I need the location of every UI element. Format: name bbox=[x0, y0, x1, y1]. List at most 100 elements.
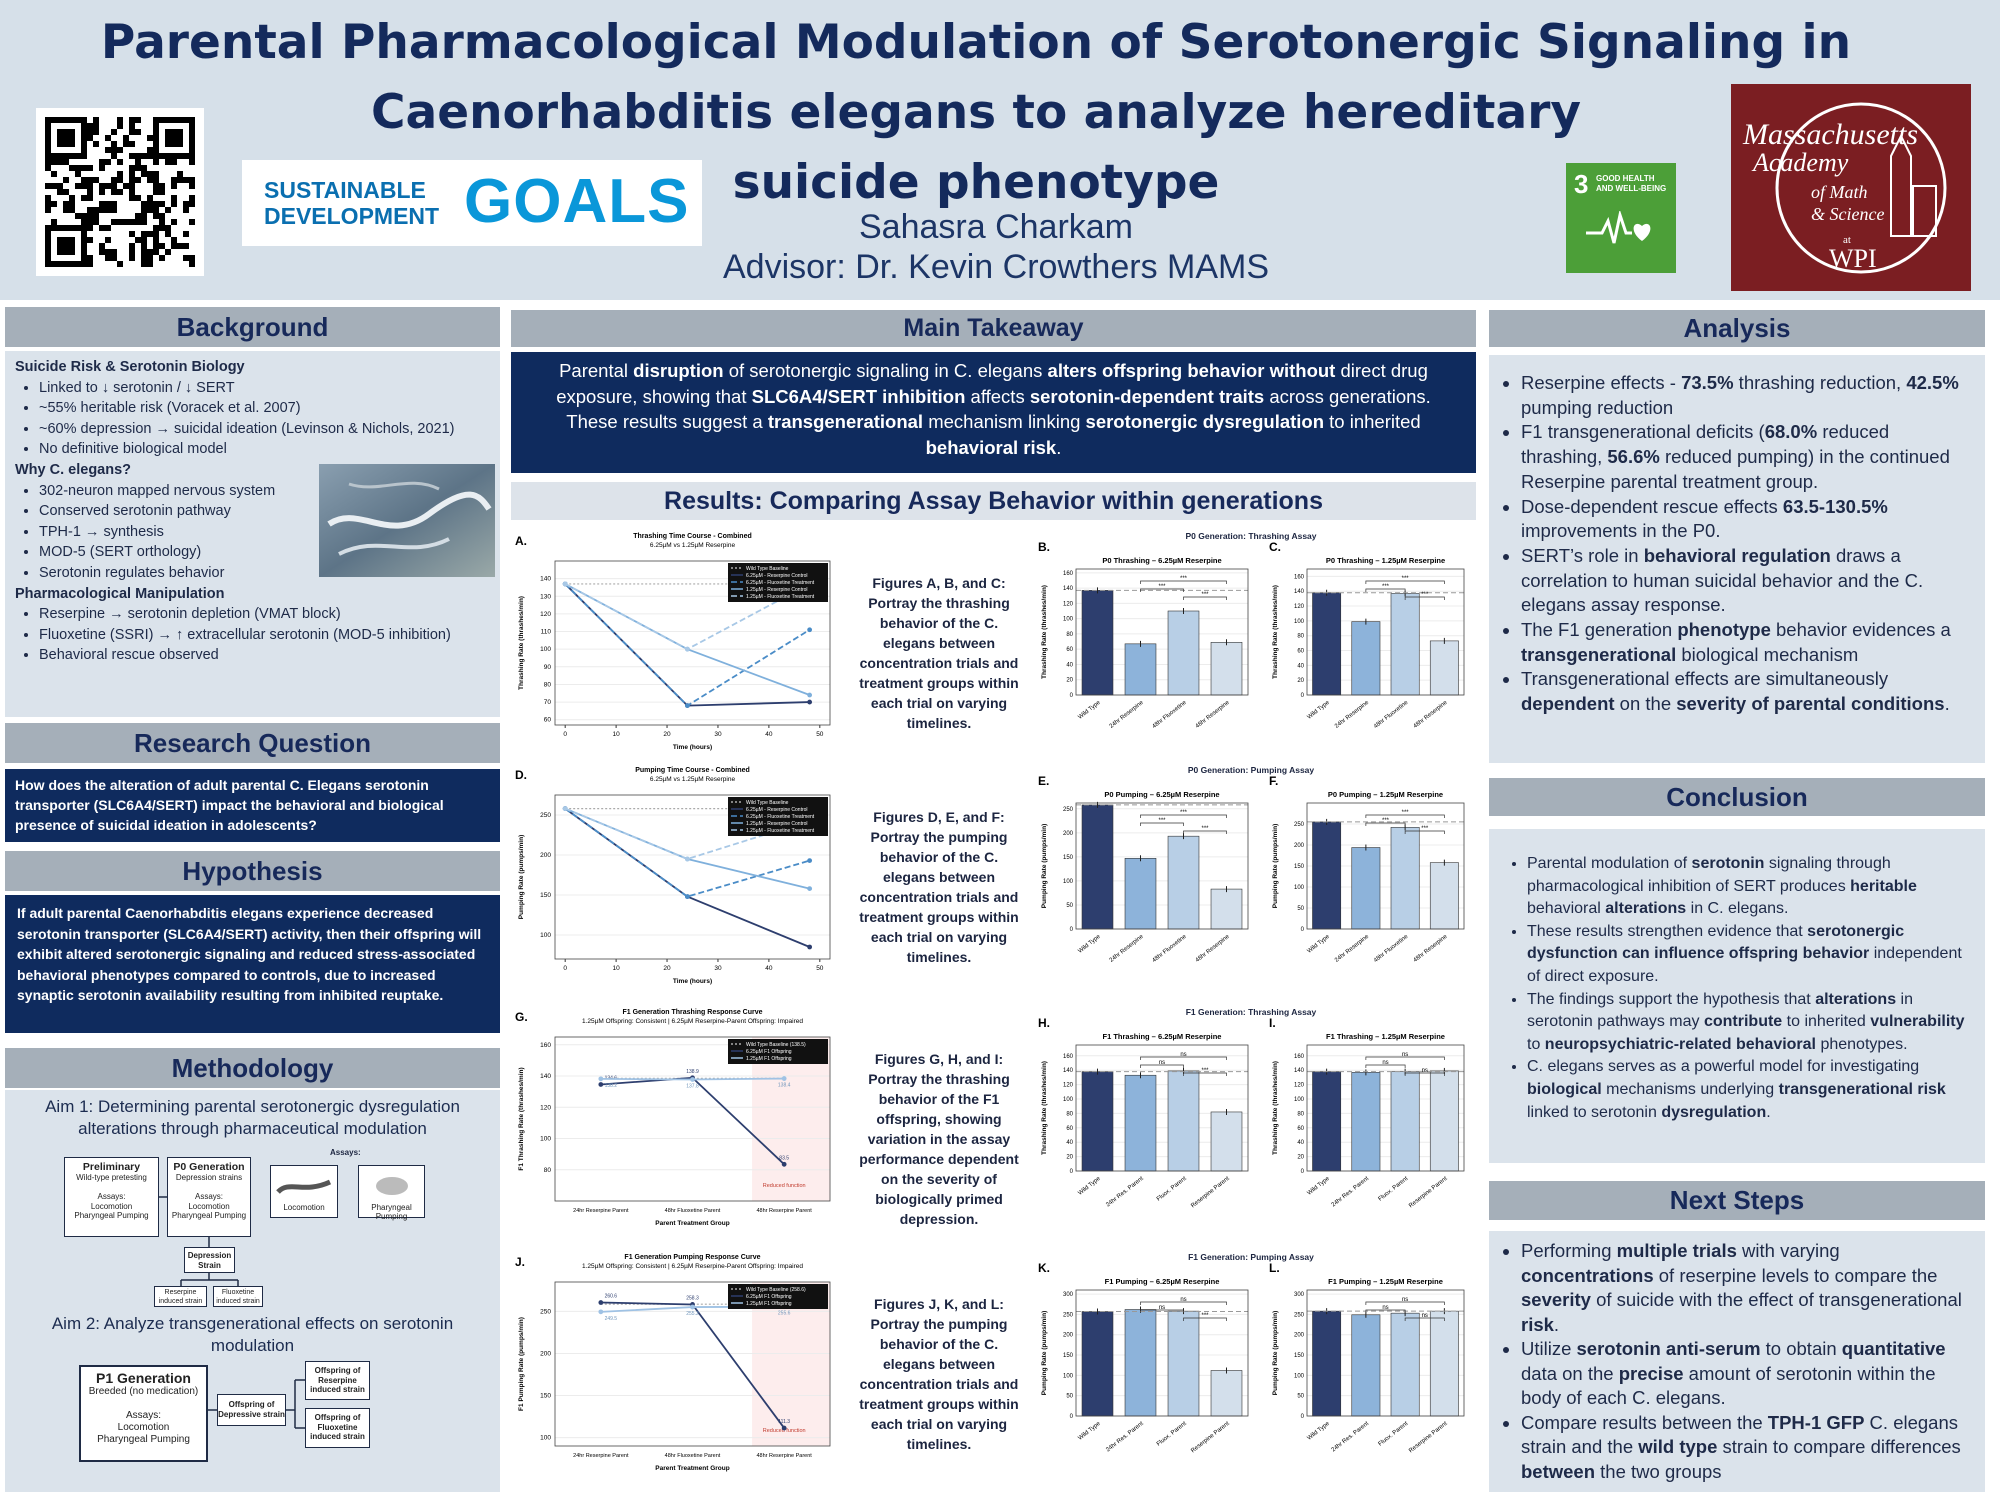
x-tick-label: 48hr Reserpine bbox=[1413, 933, 1450, 963]
bar bbox=[1081, 1311, 1114, 1417]
qr-cell bbox=[159, 255, 165, 261]
qr-cell bbox=[93, 123, 99, 129]
qr-cell bbox=[141, 249, 147, 255]
bold-text: transgenerational risk bbox=[1778, 1080, 1946, 1098]
sig-bracket bbox=[1140, 580, 1227, 584]
y-tick-label: 100 bbox=[1063, 617, 1074, 623]
x-tick-label: 50 bbox=[816, 965, 824, 972]
node-text: Locomotion bbox=[188, 1201, 230, 1211]
y-tick-label: 80 bbox=[544, 1167, 552, 1174]
qr-cell bbox=[51, 171, 57, 177]
y-tick-label: 100 bbox=[540, 932, 551, 939]
qr-cell bbox=[129, 171, 135, 177]
author: Sahasra Charkam bbox=[858, 208, 1133, 246]
qr-cell bbox=[171, 219, 177, 225]
x-tick-label: Wild Type bbox=[1306, 933, 1331, 954]
qr-cell bbox=[117, 177, 123, 183]
qr-cell bbox=[171, 129, 177, 135]
qr-cell bbox=[69, 207, 75, 213]
x-tick-label: Wild Type bbox=[1306, 1175, 1331, 1196]
school-text: Massachusetts bbox=[1743, 118, 1918, 151]
qr-cell bbox=[87, 183, 93, 189]
qr-cell bbox=[189, 195, 195, 201]
sig-label: ns bbox=[1422, 1313, 1428, 1319]
qr-cell bbox=[189, 129, 195, 135]
qr-cell bbox=[129, 117, 135, 123]
text: behavioral bbox=[1527, 900, 1606, 918]
qr-cell bbox=[45, 261, 51, 267]
qr-cell bbox=[99, 243, 105, 249]
qr-cell bbox=[171, 201, 177, 207]
figure-label: K. bbox=[1038, 1261, 1050, 1275]
y-tick-label: 70 bbox=[544, 699, 552, 706]
qr-cell bbox=[81, 135, 87, 141]
y-tick-label: 160 bbox=[1294, 574, 1305, 580]
qr-cell bbox=[117, 117, 123, 123]
point-label: 138.2 bbox=[605, 1083, 618, 1089]
qr-cell bbox=[69, 237, 75, 243]
qr-cell bbox=[159, 117, 165, 123]
qr-cell bbox=[153, 117, 159, 123]
qr-cell bbox=[57, 159, 63, 165]
bar bbox=[1081, 1071, 1114, 1172]
series-line bbox=[564, 583, 811, 707]
sig-bracket bbox=[1365, 822, 1406, 826]
text: strain to compare differences bbox=[1717, 1436, 1961, 1457]
chart-title: F1 Thrashing – 1.25µM Reserpine bbox=[1326, 1032, 1445, 1041]
text: to bbox=[1527, 1035, 1545, 1053]
qr-cell bbox=[63, 249, 69, 255]
qr-code[interactable] bbox=[36, 108, 204, 276]
text: SERT’s role in bbox=[1521, 544, 1644, 566]
text: F1 transgenerational deficits ( bbox=[1521, 421, 1765, 443]
qr-cell bbox=[57, 189, 63, 195]
bar bbox=[1429, 640, 1459, 696]
qr-cell bbox=[75, 117, 81, 123]
bullet: Reserpine → serotonin depletion (VMAT bl… bbox=[39, 604, 490, 625]
legend-label: 6.25µM - Fluoxetine Treatment bbox=[746, 580, 815, 586]
y-tick-label: 0 bbox=[1070, 1414, 1074, 1420]
y-tick-label: 50 bbox=[1297, 1394, 1304, 1400]
qr-cell bbox=[171, 177, 177, 183]
node-text: Breeded (no medication) bbox=[88, 1386, 199, 1397]
data-point bbox=[598, 1076, 604, 1082]
bold-text: serotonergic dysfunction can influence o… bbox=[1527, 922, 1905, 963]
data-point bbox=[807, 692, 813, 698]
qr-cell bbox=[87, 123, 93, 129]
bar bbox=[1390, 1312, 1420, 1417]
bold-text: severity bbox=[1521, 1289, 1591, 1310]
chart-title: P0 Thrashing – 1.25µM Reserpine bbox=[1326, 556, 1445, 565]
qr-cell bbox=[129, 249, 135, 255]
qr-cell bbox=[45, 255, 51, 261]
legend-label: 6.25µM - Reserpine Control bbox=[746, 807, 808, 813]
qr-cell bbox=[171, 153, 177, 159]
y-tick-label: 90 bbox=[544, 664, 552, 671]
line-chart: J. F1 Generation Pumping Response Curve 1.… bbox=[515, 1254, 831, 1472]
bullet: Performing multiple trials with varying … bbox=[1521, 1239, 1971, 1337]
school-text: Academy bbox=[1753, 148, 1849, 177]
bullet: Compare results between the TPH-1 GFP C.… bbox=[1521, 1411, 1971, 1485]
qr-cell bbox=[105, 201, 111, 207]
text: mechanism linking bbox=[923, 411, 1086, 432]
legend-box bbox=[728, 797, 828, 836]
x-tick-label: 48hr Reserpine bbox=[1413, 699, 1450, 729]
qr-cell bbox=[153, 249, 159, 255]
bar bbox=[1429, 1070, 1459, 1172]
legend-label: 1.25µM - Fluoxetine Treatment bbox=[746, 594, 815, 600]
qr-cell bbox=[75, 213, 81, 219]
text: . bbox=[1553, 1313, 1560, 1335]
qr-cell bbox=[189, 147, 195, 153]
text: Parental modulation of bbox=[1527, 855, 1692, 872]
qr-cell bbox=[69, 153, 75, 159]
text: direct drug exposure, showing that bbox=[556, 360, 1428, 407]
qr-cell bbox=[117, 189, 123, 195]
qr-cell bbox=[183, 255, 189, 261]
qr-cell bbox=[87, 195, 93, 201]
text: Transgenerational effects are simultaneo… bbox=[1521, 668, 1889, 690]
qr-cell bbox=[147, 147, 153, 153]
text: the two groups bbox=[1595, 1460, 1722, 1482]
advisor: Advisor: Dr. Kevin Crowthers MAMS bbox=[722, 248, 1270, 286]
qr-cell bbox=[189, 159, 195, 165]
text: phenotypes. bbox=[1816, 1035, 1908, 1053]
g bbox=[159, 1196, 305, 1429]
